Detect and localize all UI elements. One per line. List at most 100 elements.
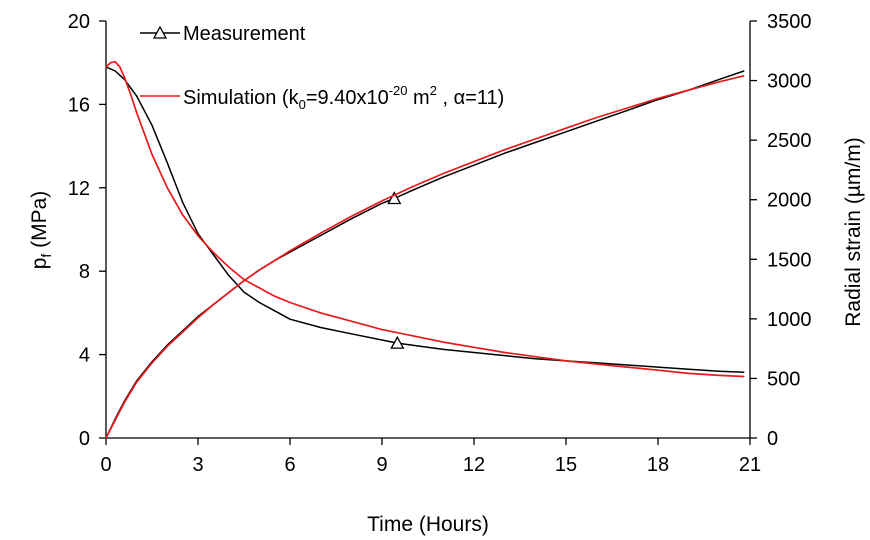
y-right-tick-label: 3000 [767, 71, 812, 93]
measurement-point-right [381, 202, 383, 204]
measurement-point-left [534, 358, 536, 360]
simulation-point-right [274, 259, 276, 262]
simulation-line-left [105, 60, 744, 378]
simulation-point-right [243, 280, 245, 282]
legend-sim-suffix: , α=11) [437, 87, 504, 109]
simulation-point-right [136, 381, 138, 383]
simulation-point-left [381, 329, 383, 331]
simulation-point-left [212, 251, 214, 253]
measurement-point-left [289, 318, 291, 320]
simulation-point-right [166, 345, 168, 347]
measurement-point-right [412, 189, 414, 191]
simulation-point-right [718, 81, 720, 83]
legend-sim-sup: -20 [389, 83, 408, 98]
measurement-marker-left [390, 335, 405, 349]
measurement-point-left [258, 301, 260, 304]
simulation-point-right [626, 107, 628, 109]
simulation-point-left [473, 346, 475, 348]
simulation-point-left [442, 341, 444, 343]
simulation-point-left [626, 366, 628, 368]
simulation-line-right [105, 74, 745, 439]
measurement-point-left [743, 371, 745, 373]
y-axis-right-title: Radial strain (µm/m) [842, 137, 865, 326]
measurement-point-left [626, 364, 628, 366]
measurement-point-left [320, 326, 322, 329]
measurement-point-right [596, 120, 598, 122]
measurement-point-left [182, 201, 184, 203]
simulation-point-right [197, 317, 199, 319]
measurement-point-right [534, 141, 536, 144]
x-tick-label: 6 [284, 454, 295, 476]
simulation-point-left [596, 363, 598, 365]
x-axis-title: Time (Hours) [367, 513, 489, 536]
simulation-point-right [473, 161, 475, 163]
x-tick-label: 15 [555, 454, 577, 476]
simulation-point-left [412, 335, 414, 337]
simulation-point-right [534, 138, 536, 140]
simulation-point-left [274, 295, 276, 297]
legend-simulation-label: Simulation (k0=9.40x10-20 m2 , α=11) [183, 83, 504, 112]
x-tick-label: 9 [376, 454, 387, 476]
legend-measurement-label: Measurement [183, 23, 306, 45]
legend-triangle-icon [152, 25, 168, 39]
measurement-point-left [442, 348, 444, 350]
simulation-point-left [228, 266, 230, 268]
simulation-point-right [442, 172, 444, 175]
measurement-point-left [688, 368, 690, 370]
x-tick-label: 21 [739, 454, 761, 476]
simulation-point-left [718, 374, 720, 376]
measurement-point-left [473, 351, 475, 354]
measurement-point-left [114, 70, 116, 72]
y-left-tick-label: 0 [79, 428, 90, 450]
measurement-point-right [320, 234, 322, 237]
measurement-line-left [105, 66, 744, 374]
x-tick-label: 3 [192, 454, 203, 476]
y-left-title-unit: (MPa) [28, 191, 51, 254]
simulation-point-right [212, 304, 214, 306]
y-right-tick-label: 3500 [767, 11, 812, 33]
simulation-point-left [565, 360, 567, 362]
y-left-tick-label: 8 [79, 261, 90, 283]
y-left-tick-label: 16 [68, 94, 90, 116]
x-tick-label: 12 [463, 454, 485, 476]
legend-sim-mid: =9.40x10 [306, 87, 389, 109]
simulation-point-left [289, 301, 291, 304]
simulation-point-left [105, 66, 107, 68]
y-right-tick-label: 1000 [767, 309, 812, 331]
simulation-point-left [119, 66, 121, 68]
simulation-point-left [182, 214, 184, 216]
simulation-point-right [105, 437, 107, 439]
y-right-tick-label: 500 [767, 368, 800, 390]
simulation-point-left [166, 187, 168, 189]
simulation-point-left [123, 76, 125, 78]
series-layer [105, 60, 745, 439]
y-left-tick-label: 12 [68, 178, 90, 200]
measurement-point-right [626, 109, 628, 111]
measurement-point-left [212, 253, 214, 256]
simulation-point-right [743, 75, 745, 77]
measurement-point-left [274, 310, 276, 312]
simulation-point-left [110, 62, 112, 64]
measurement-point-right [743, 70, 745, 72]
simulation-point-left [151, 153, 153, 155]
simulation-point-left [197, 235, 199, 237]
x-tick-label: 0 [100, 454, 111, 476]
simulation-point-right [151, 362, 153, 364]
measurement-point-left [412, 344, 414, 346]
measurement-point-right [350, 218, 352, 220]
simulation-point-left [743, 375, 745, 378]
measurement-line-right [105, 70, 745, 439]
axis-ticks: 0 3 6 9 12 15 18 210481216200500100015002000250… [68, 11, 812, 476]
y-right-tick-label: 2000 [767, 190, 812, 212]
simulation-point-left [129, 93, 132, 95]
simulation-point-right [504, 149, 506, 151]
measurement-point-left [657, 366, 659, 368]
simulation-point-right [320, 232, 322, 234]
x-tick-label: 18 [647, 454, 669, 476]
measurement-point-left [166, 162, 168, 164]
legend-sim-m: m [408, 87, 430, 109]
measurement-point-left [243, 291, 245, 293]
measurement-point-right [504, 152, 506, 154]
y-axis-left-title: pf (MPa) [28, 191, 54, 270]
simulation-point-right [114, 419, 116, 421]
